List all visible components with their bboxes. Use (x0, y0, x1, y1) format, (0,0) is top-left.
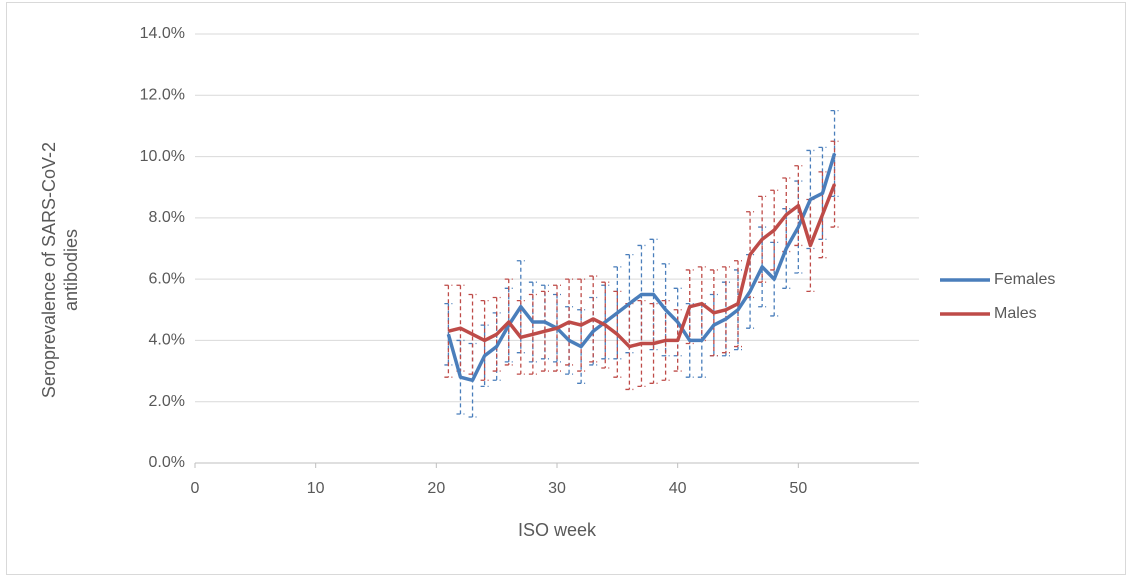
y-tick-label: 8.0% (149, 209, 185, 226)
y-tick-label: 0.0% (149, 454, 185, 471)
x-tick-label: 0 (191, 480, 200, 497)
series-line (446, 152, 837, 383)
chart-border (6, 2, 1126, 575)
error-bar (565, 306, 574, 375)
x-tick-label: 50 (789, 480, 807, 497)
error-bar (770, 189, 779, 271)
error-bar (782, 208, 791, 289)
legend-label: Females (994, 271, 1055, 288)
error-bar (528, 281, 537, 363)
x-tick-label: 10 (307, 480, 325, 497)
legend-label: Males (994, 305, 1037, 322)
error-bar (649, 303, 658, 384)
x-tick-label: 30 (548, 480, 566, 497)
error-bar (794, 165, 803, 247)
x-axis-label: ISO week (518, 520, 597, 540)
y-axis-label: Seroprevalence of SARS-CoV-2 antibodies (39, 141, 81, 399)
y-tick-label: 2.0% (149, 393, 185, 410)
error-bar (673, 287, 682, 357)
y-tick-label: 14.0% (140, 25, 185, 42)
series-line (447, 183, 837, 349)
x-tick-label: 20 (427, 480, 445, 497)
x-tick-label: 40 (669, 480, 687, 497)
error-bar (661, 299, 670, 381)
error-bar (540, 290, 549, 372)
error-bar (528, 293, 537, 375)
error-bar (480, 299, 489, 381)
y-tick-label: 10.0% (140, 148, 185, 165)
y-tick-label: 6.0% (149, 270, 185, 287)
error-bar (830, 109, 839, 198)
error-bar (468, 293, 477, 375)
y-tick-label: 12.0% (140, 87, 185, 104)
y-tick-label: 4.0% (149, 332, 185, 349)
